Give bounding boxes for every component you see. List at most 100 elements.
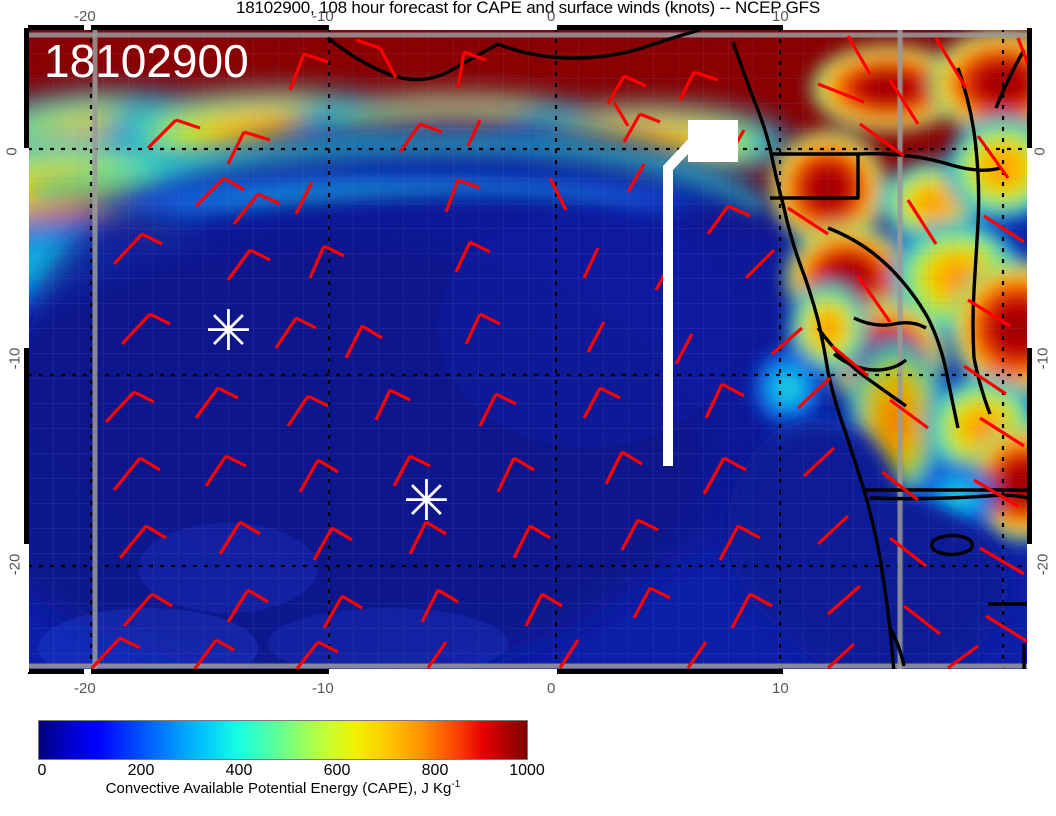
wind-barb: [702, 456, 747, 495]
wind-barb: [312, 526, 353, 561]
map-border-top-seg: [84, 25, 91, 30]
wind-barb: [906, 199, 938, 245]
wind-barb: [122, 592, 173, 628]
wind-barb: [464, 312, 501, 345]
map-border-bottom-seg: [783, 669, 1028, 674]
wind-barb: [582, 386, 621, 419]
map-border-bottom-seg: [91, 669, 329, 674]
map-border-bottom-seg: [557, 669, 783, 674]
wind-barb: [826, 642, 856, 670]
y-tick-left-2: -20: [6, 553, 24, 576]
y-tick-right-2: -20: [1034, 553, 1052, 576]
wind-barb: [934, 37, 968, 89]
wind-barb: [112, 456, 161, 492]
wind-barb: [322, 594, 363, 629]
wind-barb: [976, 135, 1010, 179]
map-border-right-seg: [1027, 148, 1032, 348]
map-panel[interactable]: ✳ ✳ 18102900: [28, 28, 1028, 672]
wind-barb: [604, 450, 643, 485]
wind-barbs-layer: [90, 35, 1028, 671]
wind-barb: [963, 364, 1007, 396]
wind-barb: [816, 514, 850, 546]
wind-barb: [706, 204, 751, 235]
wind-barb: [298, 458, 339, 493]
map-gridlines: [28, 28, 1028, 672]
wind-barb: [232, 192, 281, 225]
wind-barb: [796, 376, 832, 410]
wind-barb: [226, 588, 269, 623]
x-tick-bottom-3: 10: [772, 680, 789, 697]
wind-barb: [226, 130, 271, 165]
wind-barb: [983, 214, 1025, 244]
wind-barb: [830, 344, 870, 378]
wind-barb: [496, 456, 535, 493]
map-border-left-seg: [24, 28, 29, 148]
wind-barb: [204, 454, 247, 487]
cape-field-canvas: [28, 28, 1028, 672]
wind-barb: [620, 518, 659, 551]
wind-barb: [622, 112, 661, 143]
figure-title: 18102900, 108 hour forecast for CAPE and…: [236, 0, 820, 17]
wind-barb: [586, 321, 606, 353]
wind-barb: [979, 416, 1025, 448]
map-border-bottom-seg: [28, 669, 84, 674]
wind-barb: [770, 326, 804, 356]
map-border-left-seg: [24, 148, 29, 348]
colorbar-tick-2: 400: [225, 762, 253, 779]
map-border-bottom-seg: [329, 669, 557, 674]
wind-barb: [355, 38, 398, 79]
y-tick-right-1: -10: [1034, 347, 1052, 370]
wind-barb: [802, 446, 836, 478]
wind-barb: [478, 392, 517, 427]
wind-barb: [881, 470, 919, 502]
wind-barb: [308, 244, 345, 279]
wind-barb: [344, 324, 383, 359]
white-track-line[interactable]: [663, 120, 738, 466]
wind-barb: [889, 536, 927, 568]
wind-barb: [889, 398, 929, 430]
wind-barb: [392, 454, 431, 487]
colorbar-tick-0: 0: [37, 762, 47, 779]
colorbar[interactable]: [38, 720, 528, 760]
wind-barb: [787, 206, 829, 236]
wind-barb: [859, 122, 905, 158]
map-border-right-seg: [1027, 348, 1032, 544]
y-tick-right-0: 0: [1031, 147, 1049, 156]
wind-barb: [973, 478, 1019, 508]
colorbar-tick-3: 600: [323, 762, 351, 779]
wind-barb: [826, 584, 862, 616]
x-tick-top-2: 0: [547, 8, 556, 25]
x-tick-top-1: -10: [312, 8, 334, 25]
wind-barb: [118, 524, 167, 560]
wind-barb: [398, 122, 443, 153]
asterisk-marker-1[interactable]: ✳: [205, 299, 252, 364]
wind-barb: [90, 636, 141, 670]
map-border-right-seg: [1027, 28, 1032, 148]
wind-barb: [1016, 37, 1028, 65]
map-border-top-seg: [329, 25, 557, 30]
x-tick-top-0: -20: [74, 8, 96, 25]
coastline-paths: [326, 28, 1028, 672]
wind-barb: [626, 163, 646, 193]
colorbar-gradient: [38, 720, 528, 760]
colorbar-tick-5: 1000: [509, 762, 545, 779]
wind-barb: [112, 232, 163, 266]
wind-barb: [218, 520, 261, 555]
wind-barb: [686, 641, 708, 669]
wind-barb: [456, 50, 487, 89]
wind-barb: [730, 592, 773, 629]
wind-barb: [718, 524, 761, 561]
wind-barb: [146, 118, 201, 150]
map-border-right-seg: [1027, 544, 1032, 672]
wind-barb: [444, 178, 481, 213]
wind-barb: [512, 524, 551, 559]
wind-barb: [420, 588, 459, 623]
asterisk-marker-2[interactable]: ✳: [403, 469, 450, 534]
wind-barb: [674, 333, 694, 365]
colorbar-tick-1: 200: [127, 762, 155, 779]
colorbar-label-text: Convective Available Potential Energy (C…: [105, 780, 452, 797]
wind-barb: [979, 546, 1025, 576]
colorbar-label: Convective Available Potential Energy (C…: [38, 779, 528, 797]
map-border-top-seg: [28, 25, 84, 30]
